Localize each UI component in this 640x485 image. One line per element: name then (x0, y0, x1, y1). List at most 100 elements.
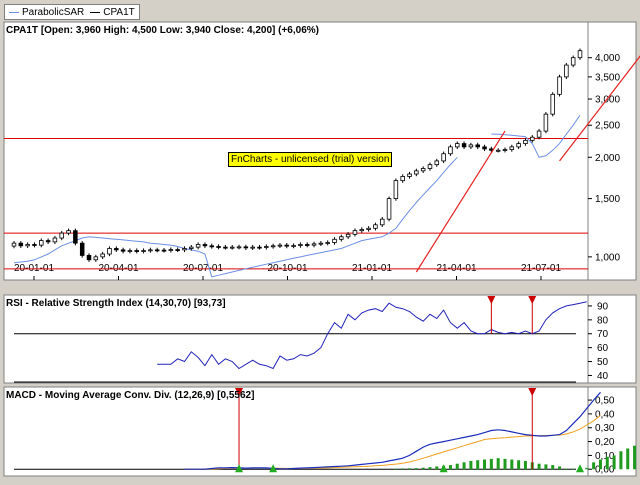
macd-histogram-bar (592, 462, 596, 470)
candle (359, 229, 365, 232)
rsi-sell-arrow (528, 296, 537, 304)
trend-line (415, 130, 506, 273)
y-tick-label: 1,000 (595, 252, 620, 263)
macd-histogram-bar (401, 468, 405, 470)
macd-y-tick-label: 0,40 (595, 409, 615, 420)
macd-histogram-bar (455, 463, 459, 470)
candle (168, 249, 174, 251)
candle (291, 245, 296, 247)
candle (373, 224, 378, 229)
macd-histogram-bar (496, 458, 500, 470)
macd-histogram-bar (571, 468, 575, 470)
candle (475, 144, 480, 148)
macd-buy-arrow (235, 464, 244, 473)
macd-histogram-bar (605, 456, 609, 470)
candle (59, 232, 64, 239)
candle (11, 242, 17, 247)
candle (482, 146, 487, 150)
candle (236, 246, 242, 249)
candle (86, 255, 92, 261)
y-tick-label: 2,000 (595, 153, 620, 164)
macd-histogram-bar (462, 462, 466, 470)
candle (577, 50, 583, 59)
macd-histogram-bar (448, 465, 452, 470)
rsi-y-tick-label: 80 (597, 315, 609, 326)
sar-line (491, 114, 581, 158)
macd-histogram-bar (517, 460, 521, 470)
sar-line (13, 156, 458, 278)
macd-histogram-bar (469, 460, 473, 470)
macd-buy-arrow (576, 464, 584, 473)
macd-y-tick-label: 0,10 (595, 451, 615, 462)
candle (557, 76, 562, 95)
candle (366, 227, 371, 230)
candle (18, 242, 24, 247)
candle (209, 245, 215, 248)
macd-histogram-bar (414, 468, 418, 470)
candle (100, 253, 105, 258)
macd-buy-arrow (439, 464, 448, 473)
candle (39, 240, 44, 246)
candle (441, 153, 446, 162)
candle (550, 93, 555, 115)
candle (339, 236, 344, 240)
y-tick-label: 2,500 (595, 121, 620, 132)
candle (332, 238, 337, 243)
candle (536, 130, 542, 138)
macd-histogram-bar (564, 468, 568, 470)
candle (79, 242, 85, 256)
candle (564, 64, 569, 78)
candle (25, 244, 30, 247)
candle (154, 249, 160, 252)
y-tick-label: 1,500 (595, 194, 620, 205)
candle (379, 218, 385, 226)
macd-histogram-bar (544, 464, 548, 470)
macd-histogram-bar (421, 467, 425, 470)
macd-line (184, 391, 601, 470)
macd-histogram-bar (408, 468, 412, 470)
rsi-panel-title: RSI - Relative Strength Index (14,30,70)… (6, 298, 226, 309)
candle (509, 146, 515, 150)
candle (414, 170, 419, 175)
candle (257, 246, 262, 249)
candle (530, 136, 535, 141)
candle (434, 160, 440, 166)
macd-sell-arrow (235, 388, 244, 396)
macd-histogram-bar (558, 466, 562, 470)
macd-histogram-bar (489, 458, 493, 470)
trend-line (559, 55, 640, 162)
y-tick-label: 4,000 (595, 53, 620, 64)
rsi-y-tick-label: 60 (597, 343, 609, 354)
candle (386, 198, 392, 220)
candle (468, 144, 474, 148)
candle (127, 250, 133, 252)
y-tick-label: 3,500 (595, 72, 620, 83)
macd-sell-arrow (528, 388, 537, 396)
candle (393, 180, 399, 200)
macd-histogram-bar (619, 451, 623, 470)
candle (52, 237, 58, 243)
macd-panel-title: MACD - Moving Average Conv. Div. (12,26,… (6, 390, 255, 401)
macd-histogram-bar (537, 463, 541, 470)
candle (182, 248, 187, 251)
candle (120, 249, 126, 252)
candle (461, 143, 467, 148)
candle (311, 243, 317, 246)
candle (161, 249, 167, 252)
macd-y-tick-label: 0,00 (595, 465, 615, 476)
rsi-y-tick-label: 50 (597, 357, 609, 368)
candle (420, 168, 426, 172)
candle (141, 250, 146, 252)
candle (455, 143, 460, 148)
macd-histogram-bar (551, 465, 555, 470)
candle (400, 176, 405, 182)
candle (407, 173, 412, 177)
candle (543, 113, 549, 132)
rsi-y-tick-label: 90 (597, 301, 609, 312)
macd-y-tick-label: 0,20 (595, 437, 615, 448)
candle (107, 248, 112, 255)
macd-histogram-bar (483, 459, 487, 470)
candle (264, 246, 269, 248)
